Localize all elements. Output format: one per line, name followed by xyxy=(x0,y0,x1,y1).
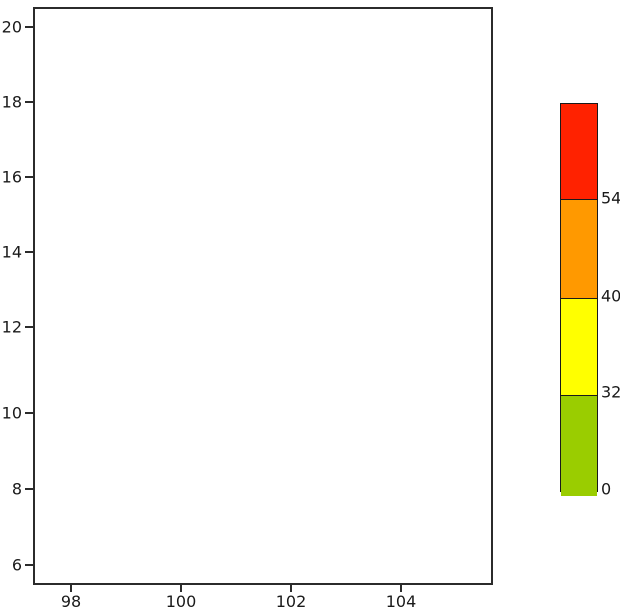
y-tick-10 xyxy=(25,412,33,414)
colorbar-band-yellow xyxy=(561,298,597,395)
colorbar-label-40: 40 xyxy=(601,286,620,306)
y-axis-label-14: 14 xyxy=(1,242,22,262)
colorbar-band-red xyxy=(561,104,597,199)
y-axis-label-6: 6 xyxy=(11,555,22,575)
y-tick-6 xyxy=(25,564,33,566)
colorbar-label-0: 0 xyxy=(601,479,612,499)
y-axis-label-10: 10 xyxy=(1,403,22,423)
x-axis-label-100: 100 xyxy=(165,592,197,610)
y-tick-12 xyxy=(25,326,33,328)
y-axis-label-16: 16 xyxy=(1,167,22,187)
colorbar-label-54: 54 xyxy=(601,188,620,208)
x-tick-100 xyxy=(180,585,182,592)
colorbar-label-32: 32 xyxy=(601,382,620,402)
x-axis-label-98: 98 xyxy=(60,592,82,610)
x-tick-102 xyxy=(290,585,292,592)
y-tick-16 xyxy=(25,176,33,178)
x-tick-104 xyxy=(400,585,402,592)
y-tick-20 xyxy=(25,26,33,28)
y-axis-label-20: 20 xyxy=(1,17,22,37)
y-axis-label-12: 12 xyxy=(1,317,22,337)
colorbar-band-green xyxy=(561,395,597,496)
x-axis-label-102: 102 xyxy=(275,592,307,610)
y-tick-8 xyxy=(25,488,33,490)
colorbar-band-orange xyxy=(561,199,597,298)
x-tick-98 xyxy=(70,585,72,592)
y-tick-14 xyxy=(25,251,33,253)
plot-frame xyxy=(33,7,493,585)
y-axis-label-8: 8 xyxy=(11,479,22,499)
x-axis-label-104: 104 xyxy=(385,592,417,610)
y-tick-18 xyxy=(25,101,33,103)
y-axis-label-18: 18 xyxy=(1,92,22,112)
colorbar xyxy=(560,103,598,496)
